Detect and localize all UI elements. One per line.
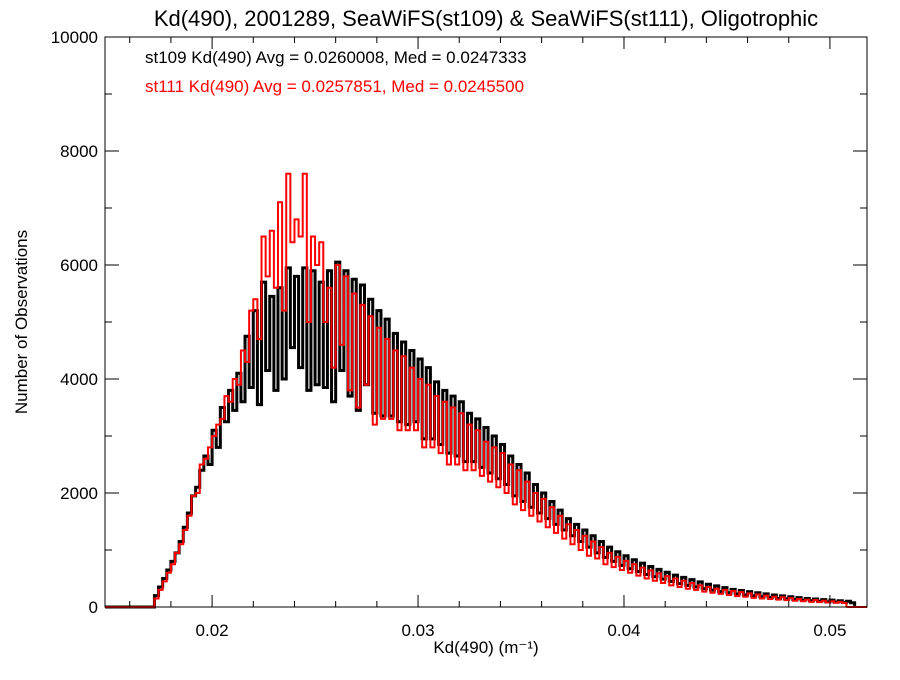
axis-layer: 0.02 0.03 0.04 0.05 0 2000 4000 6000 8000 10000 bbox=[51, 28, 867, 640]
y-tick-label: 8000 bbox=[60, 142, 98, 161]
series-st111-line bbox=[105, 172, 848, 608]
y-tick-label: 0 bbox=[89, 598, 98, 617]
chart-title: Kd(490), 2001289, SeaWiFS(st109) & SeaWi… bbox=[154, 6, 818, 31]
x-tick-label: 0.03 bbox=[401, 621, 434, 640]
x-tick-label: 0.02 bbox=[196, 621, 229, 640]
st111-stats-annotation: st111 Kd(490) Avg = 0.0257851, Med = 0.0… bbox=[145, 77, 524, 96]
x-tick-label: 0.04 bbox=[607, 621, 640, 640]
y-tick-label: 6000 bbox=[60, 256, 98, 275]
st109-stats-annotation: st109 Kd(490) Avg = 0.0260008, Med = 0.0… bbox=[145, 48, 527, 67]
y-axis-label: Number of Observations bbox=[12, 230, 31, 414]
y-tick-label: 10000 bbox=[51, 28, 98, 47]
y-tick-label: 4000 bbox=[60, 370, 98, 389]
x-axis-label: Kd(490) (m⁻¹) bbox=[433, 638, 538, 657]
x-tick-label: 0.05 bbox=[813, 621, 846, 640]
y-tick-label: 2000 bbox=[60, 484, 98, 503]
